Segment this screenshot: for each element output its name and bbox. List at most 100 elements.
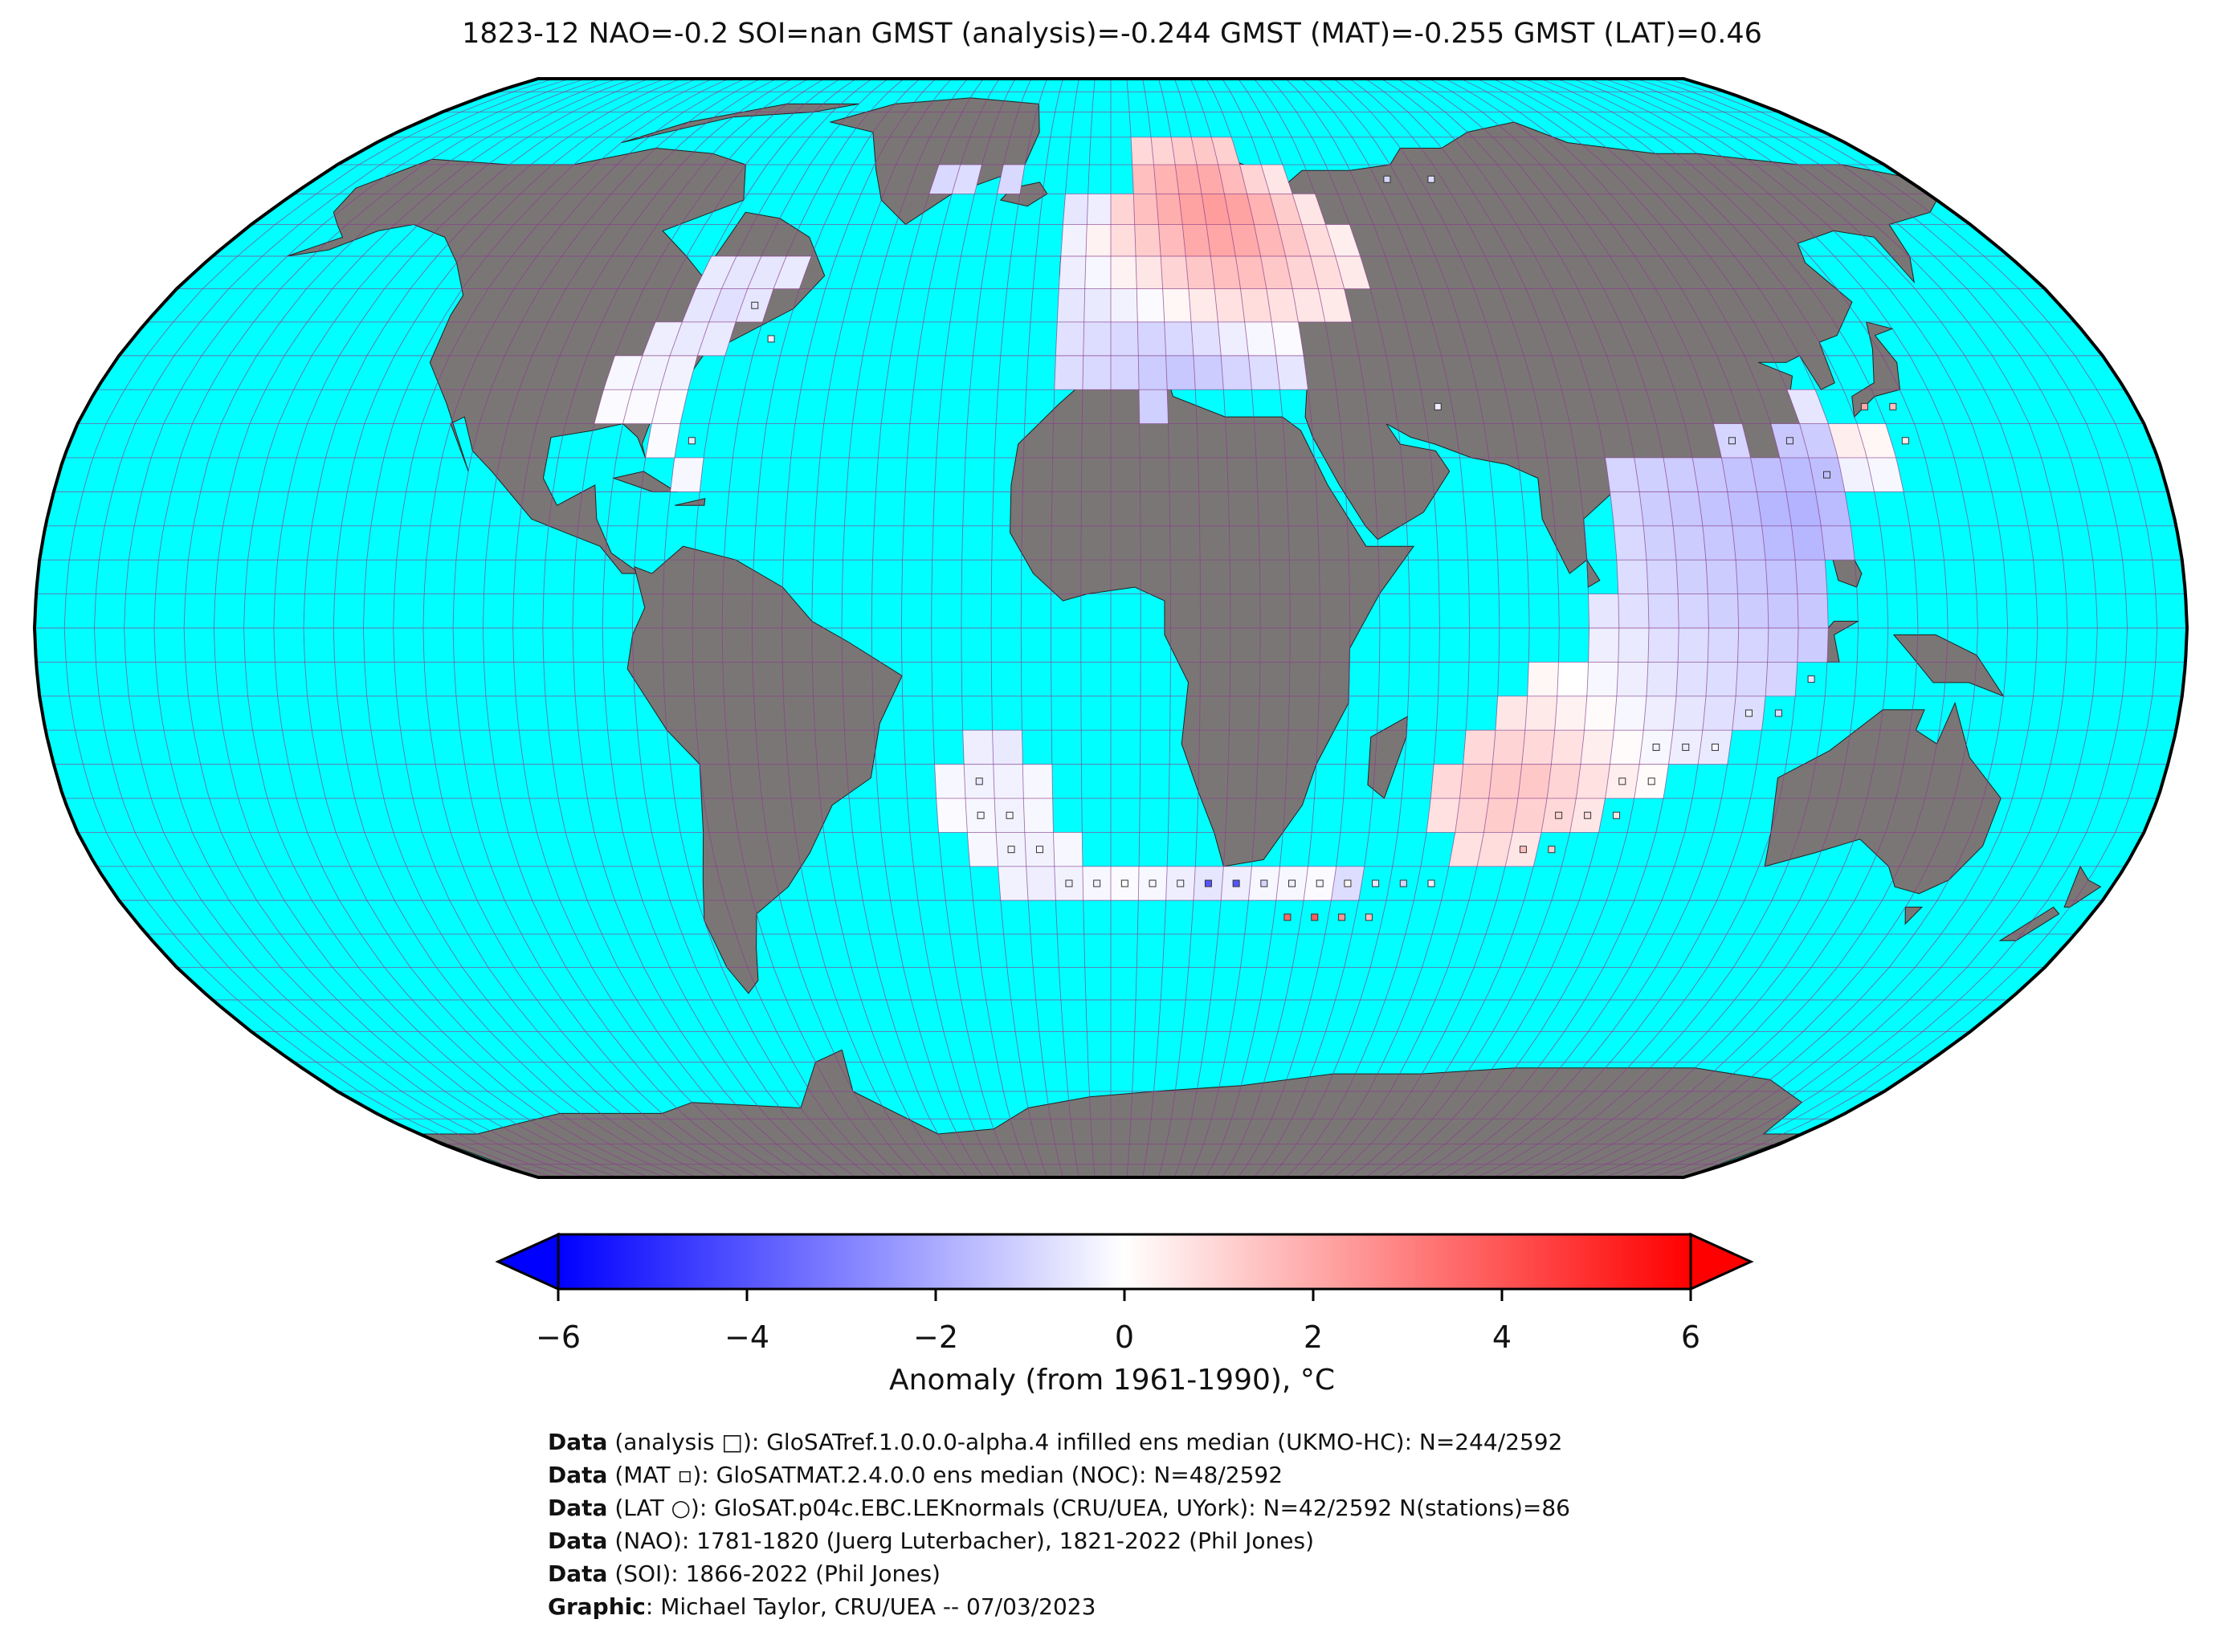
anomaly-cell: [1488, 764, 1522, 798]
anomaly-cell: [603, 355, 643, 390]
mat-marker: [1427, 879, 1435, 887]
anomaly-cell: [1750, 458, 1786, 492]
anomaly-cell: [1551, 730, 1585, 765]
anomaly-cell: [993, 764, 1024, 798]
anomaly-cell: [1230, 224, 1261, 256]
anomaly-cell: [1085, 224, 1111, 256]
anomaly-cell: [682, 288, 722, 322]
anomaly-cell: [1496, 695, 1528, 731]
anomaly-cell: [1706, 662, 1738, 696]
anomaly-cell: [1698, 492, 1732, 526]
anomaly-cell: [1576, 764, 1610, 798]
anomaly-cell: [1815, 492, 1851, 526]
world-map: [32, 77, 2189, 1179]
anomaly-cell: [1706, 560, 1738, 594]
anomaly-cell: [697, 321, 736, 356]
anomaly-cell: [1165, 355, 1196, 390]
anomaly-cell: [1767, 593, 1799, 628]
anomaly-cell: [1111, 194, 1135, 225]
mat-marker: [1372, 879, 1380, 887]
anomaly-cell: [721, 256, 761, 289]
anomaly-cell: [659, 355, 698, 390]
anomaly-cell: [1139, 390, 1169, 424]
credit-line-lat: Data (LAT ○): GloSAT.p04c.EBC.LEKnormals…: [548, 1495, 1570, 1521]
mat-marker: [1149, 879, 1157, 887]
anomaly-cell: [1111, 288, 1138, 322]
anomaly-cell: [1616, 662, 1649, 696]
anomaly-cell: [1235, 256, 1267, 289]
anomaly-cell: [1137, 321, 1166, 356]
anomaly-cell: [1325, 224, 1361, 256]
anomaly-cell: [1708, 628, 1739, 663]
anomaly-cell: [1310, 256, 1345, 289]
anomaly-cell: [962, 730, 994, 765]
mat-marker: [975, 777, 983, 785]
anomaly-cell: [1547, 764, 1581, 798]
anomaly-cell: [1430, 764, 1463, 798]
mat-marker: [1093, 879, 1101, 887]
anomaly-cell: [1083, 288, 1111, 322]
anomaly-cell: [631, 355, 671, 390]
mat-marker: [1338, 913, 1346, 921]
tasmania-land: [1904, 907, 1923, 925]
anomaly-cell: [1060, 224, 1088, 256]
mat-marker: [1555, 811, 1563, 819]
anomaly-cell: [1610, 492, 1644, 526]
anomaly-cell: [1797, 593, 1829, 628]
anomaly-cell: [1616, 560, 1649, 594]
colorbar-tick-label: 6: [1680, 1320, 1701, 1355]
mat-marker: [1613, 811, 1621, 819]
anomaly-cell: [1191, 137, 1218, 165]
anomaly-cell: [1063, 194, 1088, 225]
anomaly-cell: [1721, 458, 1757, 492]
anomaly-cell: [1521, 730, 1555, 765]
credit-line-soi: Data (SOI): 1866-2022 (Phil Jones): [548, 1560, 941, 1587]
anomaly-cell: [1269, 194, 1302, 225]
anomaly-cell: [1285, 256, 1319, 289]
anomaly-cell: [1022, 764, 1053, 798]
mat-marker: [1344, 879, 1352, 887]
anomaly-cell: [1459, 764, 1493, 798]
anomaly-cell: [1867, 458, 1904, 492]
anomaly-cell: [1780, 458, 1816, 492]
anomaly-cell: [1211, 137, 1240, 165]
mat-marker: [1860, 402, 1868, 410]
anomaly-cell: [1524, 695, 1557, 731]
colorbar-tick-label: 4: [1492, 1320, 1512, 1355]
anomaly-cell: [1318, 288, 1353, 322]
anomaly-cell: [1136, 288, 1165, 322]
anomaly-cell: [1206, 224, 1236, 256]
anomaly-cell: [1483, 798, 1518, 833]
anomaly-cell: [1260, 256, 1293, 289]
mat-marker: [1618, 777, 1626, 785]
anomaly-cell: [1188, 288, 1218, 322]
anomaly-cell: [1171, 137, 1197, 165]
anomaly-cell: [1708, 593, 1739, 628]
anomaly-cell: [1240, 288, 1272, 322]
mat-marker: [1548, 846, 1556, 854]
anomaly-cell: [1111, 224, 1136, 256]
anomaly-cell: [1292, 288, 1325, 322]
anomaly-cell: [1084, 256, 1111, 289]
anomaly-cell: [1668, 492, 1703, 526]
mat-marker: [751, 301, 759, 309]
anomaly-cell: [1197, 165, 1225, 194]
anomaly-cell: [1153, 165, 1179, 194]
anomaly-cell: [1023, 798, 1054, 833]
anomaly-cell: [1828, 423, 1867, 458]
anomaly-cell: [670, 458, 704, 492]
anomaly-cell: [1178, 194, 1206, 225]
anomaly-cell: [1191, 321, 1222, 356]
map-title: 1823-12 NAO=-0.2 SOI=nan GMST (analysis)…: [462, 18, 1762, 50]
anomaly-cell: [1111, 256, 1137, 289]
mat-marker: [1204, 879, 1212, 887]
colorbar-right-extension: [1689, 1232, 1754, 1291]
anomaly-cell: [1799, 423, 1838, 458]
anomaly-cell: [1821, 525, 1855, 561]
anomaly-cell: [1588, 628, 1619, 663]
anomaly-cell: [1643, 525, 1676, 561]
mat-marker: [1006, 811, 1014, 819]
anomaly-cell: [1449, 832, 1484, 867]
mat-marker: [1288, 879, 1296, 887]
anomaly-cell: [1727, 492, 1762, 526]
